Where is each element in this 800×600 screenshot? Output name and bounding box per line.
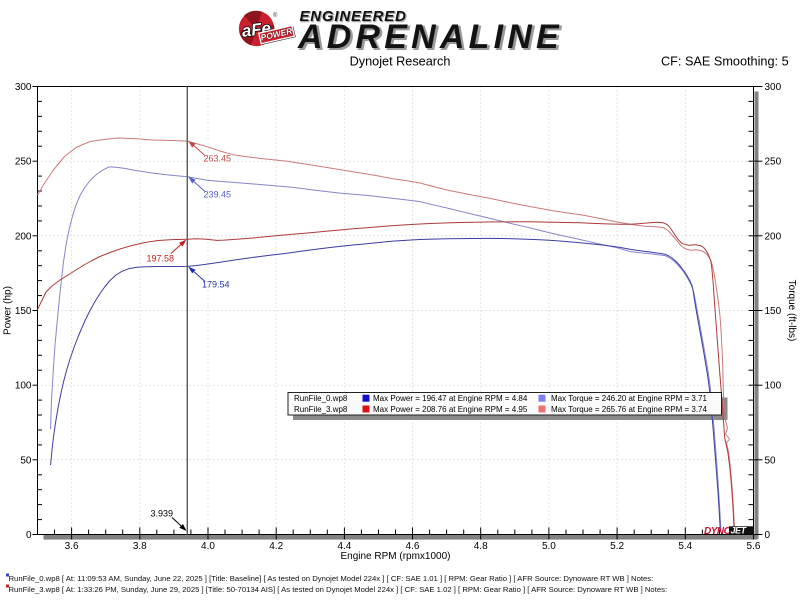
- svg-text:3.939: 3.939: [151, 509, 174, 519]
- svg-text:Max Power = 196.47 at Engine R: Max Power = 196.47 at Engine RPM = 4.84: [373, 394, 528, 403]
- svg-text:200: 200: [765, 231, 782, 242]
- svg-text:RunFile_0.wp8 [ At: 11:09:53 A: RunFile_0.wp8 [ At: 11:09:53 AM, Sunday,…: [9, 574, 654, 583]
- svg-text:200: 200: [15, 231, 32, 242]
- svg-text:150: 150: [765, 306, 782, 317]
- svg-text:Engine RPM (rpmx1000): Engine RPM (rpmx1000): [340, 551, 450, 562]
- svg-text:4.4: 4.4: [337, 541, 351, 552]
- svg-text:179.54: 179.54: [202, 280, 230, 290]
- svg-text:RunFile_3.wp8 [ At: 1:33:26 PM: RunFile_3.wp8 [ At: 1:33:26 PM, Sunday, …: [9, 585, 668, 594]
- svg-text:100: 100: [15, 381, 32, 392]
- svg-text:Torque (ft-lbs): Torque (ft-lbs): [786, 280, 797, 342]
- svg-text:150: 150: [15, 306, 32, 317]
- svg-text:5.2: 5.2: [610, 541, 624, 552]
- svg-text:ENGINEERED: ENGINEERED: [300, 8, 407, 25]
- svg-text:250: 250: [15, 157, 32, 168]
- svg-text:4.6: 4.6: [406, 541, 420, 552]
- svg-text:ADRENALINE: ADRENALINE: [297, 18, 563, 56]
- svg-text:239.45: 239.45: [204, 190, 232, 200]
- svg-text:263.45: 263.45: [204, 154, 232, 164]
- svg-text:4.0: 4.0: [201, 541, 215, 552]
- svg-text:Max Power = 208.76 at Engine R: Max Power = 208.76 at Engine RPM = 4.95: [373, 405, 528, 414]
- svg-text:3.6: 3.6: [65, 541, 79, 552]
- svg-text:®: ®: [273, 12, 278, 19]
- svg-text:300: 300: [15, 82, 32, 93]
- svg-text:Power (hp): Power (hp): [3, 286, 14, 335]
- svg-text:RunFile_0.wp8: RunFile_0.wp8: [294, 394, 348, 403]
- svg-text:100: 100: [765, 381, 782, 392]
- svg-text:Dynojet Research: Dynojet Research: [350, 55, 451, 69]
- svg-text:5.0: 5.0: [542, 541, 556, 552]
- svg-text:0: 0: [765, 530, 771, 541]
- svg-text:3.8: 3.8: [133, 541, 147, 552]
- svg-text:50: 50: [20, 455, 32, 466]
- svg-text:5.4: 5.4: [678, 541, 692, 552]
- svg-text:4.2: 4.2: [269, 541, 283, 552]
- svg-text:250: 250: [765, 157, 782, 168]
- svg-text:CF: SAE Smoothing: 5: CF: SAE Smoothing: 5: [661, 55, 789, 69]
- svg-text:5.6: 5.6: [747, 541, 761, 552]
- svg-text:JET: JET: [731, 526, 748, 536]
- svg-text:Max Torque = 265.76 at Engine: Max Torque = 265.76 at Engine RPM = 3.74: [551, 405, 708, 414]
- svg-text:DYNO: DYNO: [704, 526, 732, 537]
- svg-text:4.8: 4.8: [474, 541, 488, 552]
- svg-text:0: 0: [26, 530, 32, 541]
- svg-text:RunFile_3.wp8: RunFile_3.wp8: [294, 405, 348, 414]
- svg-text:197.58: 197.58: [147, 254, 175, 264]
- svg-text:Max Torque = 246.20 at Engine: Max Torque = 246.20 at Engine RPM = 3.71: [551, 394, 708, 403]
- svg-text:50: 50: [765, 455, 777, 466]
- svg-text:300: 300: [765, 82, 782, 93]
